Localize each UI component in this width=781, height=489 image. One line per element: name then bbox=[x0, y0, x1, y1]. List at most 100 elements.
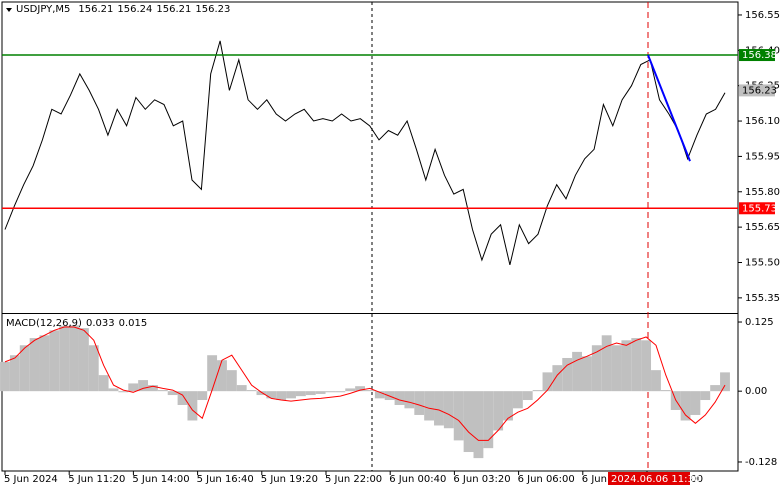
y-tick-label: 155.95 bbox=[745, 151, 780, 162]
macd-value: 0.033 bbox=[86, 318, 115, 329]
macd-bar bbox=[177, 391, 188, 405]
trendline bbox=[647, 54, 691, 162]
macd-bar bbox=[236, 385, 247, 392]
macd-bar bbox=[660, 390, 671, 392]
macd-bar bbox=[365, 390, 375, 392]
macd-bar bbox=[690, 391, 701, 415]
x-tick-label: 5 Jun 22:00 bbox=[325, 474, 382, 485]
y-tick-label: -0.128 bbox=[745, 457, 777, 468]
macd-bar bbox=[187, 391, 198, 421]
macd-bar bbox=[69, 325, 79, 392]
macd-bar bbox=[88, 345, 99, 392]
macd-bar bbox=[128, 383, 139, 392]
macd-bar bbox=[434, 391, 444, 426]
macd-bar bbox=[355, 386, 365, 392]
macd-bar bbox=[680, 391, 691, 421]
macd-bar bbox=[700, 391, 711, 401]
y-tick-label: 156.55 bbox=[745, 10, 780, 21]
macd-bar bbox=[572, 351, 582, 392]
macd-value: 0.015 bbox=[119, 318, 148, 329]
macd-bar bbox=[78, 328, 89, 392]
macd-bar bbox=[493, 391, 504, 431]
ohlc-value: 156.24 bbox=[117, 4, 152, 15]
macd-bar bbox=[148, 385, 158, 392]
price-line bbox=[4, 40, 726, 266]
macd-bar bbox=[562, 357, 573, 392]
macd-bar bbox=[315, 391, 326, 394]
macd-bar bbox=[581, 356, 592, 392]
y-tick-label: 155.50 bbox=[745, 257, 780, 268]
macd-bar bbox=[98, 375, 109, 392]
macd-bar bbox=[522, 391, 533, 401]
macd-bar bbox=[325, 391, 336, 393]
macd-bar bbox=[246, 390, 257, 392]
macd-bar bbox=[503, 391, 513, 421]
macd-bar bbox=[601, 335, 612, 392]
ohlc-value: 156.21 bbox=[156, 4, 191, 15]
y-tick-label: 155.80 bbox=[745, 187, 780, 198]
cursor-time-label: 2024.06.06 11:30 bbox=[611, 474, 700, 485]
macd-bar bbox=[414, 391, 425, 415]
macd-bar bbox=[651, 370, 661, 392]
macd-bar bbox=[226, 370, 237, 392]
macd-bar bbox=[118, 391, 129, 393]
x-tick-label: 5 Jun 2024 bbox=[4, 474, 58, 485]
x-tick-label: 5 Jun 14:00 bbox=[132, 474, 189, 485]
level-label: 156.38 bbox=[742, 50, 777, 61]
macd-label: MACD(12,26,9) 0.033 0.015 bbox=[6, 318, 147, 329]
x-tick-label: 6 Jun 03:20 bbox=[453, 474, 510, 485]
macd-bar bbox=[266, 391, 277, 399]
macd-bar bbox=[138, 380, 149, 392]
symbol: USDJPY,M5 bbox=[16, 4, 70, 15]
macd-bar bbox=[404, 391, 415, 409]
macd-bar bbox=[473, 391, 484, 459]
macd-bar bbox=[532, 390, 543, 392]
y-tick-label: 0.00 bbox=[745, 386, 767, 397]
macd-bar bbox=[611, 345, 622, 392]
macd-bar bbox=[335, 391, 346, 393]
macd-bar bbox=[286, 391, 296, 399]
macd-bar bbox=[483, 391, 494, 449]
macd-bar bbox=[0, 361, 10, 392]
macd-bar bbox=[591, 345, 602, 392]
macd-bar bbox=[59, 325, 70, 392]
macd-bar bbox=[197, 391, 208, 401]
macd-bar bbox=[108, 388, 119, 392]
macd-bar bbox=[443, 391, 454, 429]
macd-bar bbox=[207, 355, 218, 392]
macd-bar bbox=[631, 338, 642, 392]
macd-bar bbox=[710, 385, 721, 392]
level-label-box bbox=[739, 202, 775, 215]
y-tick-label: 0.125 bbox=[745, 317, 774, 328]
x-tick-label: 5 Jun 19:20 bbox=[261, 474, 318, 485]
macd-bar bbox=[9, 355, 20, 392]
ohlc-value: 156.23 bbox=[195, 4, 230, 15]
macd-bar bbox=[39, 335, 50, 392]
macd-bar bbox=[167, 391, 178, 396]
macd-bar bbox=[424, 391, 435, 421]
macd-bar bbox=[621, 340, 632, 392]
macd-bar bbox=[394, 391, 405, 405]
macd-bar bbox=[217, 360, 227, 392]
macd-bar bbox=[305, 391, 316, 396]
macd-bar bbox=[19, 345, 30, 392]
x-tick-label: 6 Jun 00:40 bbox=[389, 474, 446, 485]
macd-bar bbox=[453, 391, 464, 441]
last-price-label: 156.23 bbox=[742, 85, 777, 96]
macd-bar bbox=[295, 391, 306, 397]
cursor-time-box bbox=[608, 472, 690, 485]
last-price-box bbox=[739, 84, 775, 97]
macd-bar bbox=[345, 388, 356, 392]
chart-header: USDJPY,M5 156.21 156.24 156.21 156.23 bbox=[16, 4, 230, 15]
x-tick-label: 5 Jun 16:40 bbox=[197, 474, 254, 485]
y-tick-label: 156.10 bbox=[745, 116, 780, 127]
macd-bar bbox=[49, 330, 60, 392]
macd-bar bbox=[720, 372, 730, 392]
y-tick-label: 155.35 bbox=[745, 293, 780, 304]
signal-line bbox=[4, 326, 726, 441]
macd-bar bbox=[641, 340, 652, 392]
frame bbox=[1, 1, 739, 472]
macd-name: MACD(12,26,9) bbox=[6, 318, 82, 329]
x-tick-label: 6 Jun 06:00 bbox=[518, 474, 575, 485]
